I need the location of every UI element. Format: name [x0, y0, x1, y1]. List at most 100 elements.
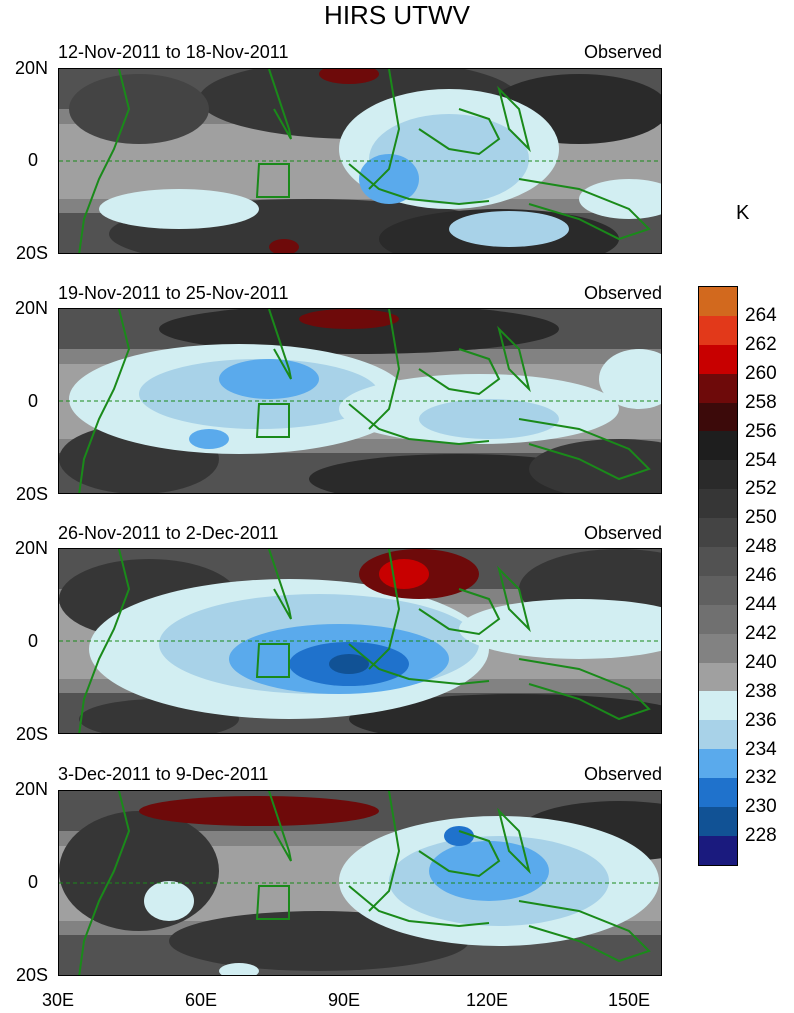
colorbar-swatch — [699, 662, 737, 692]
coastline — [78, 549, 131, 733]
contour-region — [69, 74, 209, 144]
contour-region — [299, 309, 399, 329]
coastline — [518, 658, 651, 721]
coastline — [255, 163, 290, 198]
coastline — [268, 791, 292, 862]
lat-label-20s: 20S — [15, 484, 48, 504]
lat-label-20n: 20N — [14, 298, 48, 318]
panel-3-date: 26-Nov-2011 to 2-Dec-2011 — [58, 523, 279, 543]
colorbar-swatch — [699, 344, 737, 374]
coastline — [368, 549, 401, 670]
colorbar-swatch — [699, 691, 737, 721]
lon-label-60e: 60E — [184, 990, 218, 1010]
coastline — [78, 69, 131, 253]
map-panel-3 — [58, 548, 662, 734]
colorbar-swatch — [699, 373, 737, 403]
coastline — [418, 108, 501, 156]
panel-1-date: 12-Nov-2011 to 18-Nov-2011 — [58, 42, 289, 62]
colorbar-tick-label: 250 — [745, 507, 777, 529]
contour-region — [329, 654, 369, 674]
contour-region — [359, 154, 419, 204]
lat-label-20n: 20N — [14, 58, 48, 78]
colorbar-unit: K — [736, 202, 750, 224]
colorbar-swatch — [699, 547, 737, 576]
panel-1-header: 12-Nov-2011 to 18-Nov-2011 Observed — [58, 42, 662, 64]
coastline — [255, 643, 290, 678]
contour-region — [99, 189, 259, 229]
colorbar-tick-label: 262 — [745, 333, 777, 355]
contour-region — [599, 349, 661, 409]
colorbar-tick-label: 246 — [745, 565, 777, 587]
colorbar-tick-label: 258 — [745, 391, 777, 413]
coastline — [497, 85, 531, 153]
map-field — [59, 309, 661, 493]
panel-4-header: 3-Dec-2011 to 9-Dec-2011 Observed — [58, 764, 662, 786]
lat-label-20n: 20N — [14, 538, 48, 558]
contour-region — [429, 841, 549, 901]
map-panel-1 — [58, 68, 662, 254]
contour-region — [159, 309, 559, 354]
colorbar-swatch — [699, 835, 737, 865]
coastline — [78, 791, 131, 975]
coastline — [368, 69, 401, 190]
panel-1-label: Observed — [583, 42, 662, 62]
colorbar-swatch — [699, 778, 737, 808]
coastline — [255, 885, 290, 920]
coastline — [497, 807, 531, 875]
contour-region — [349, 694, 661, 733]
panel-2-date: 19-Nov-2011 to 25-Nov-2011 — [58, 283, 289, 303]
panel-4-label: Observed — [583, 764, 662, 784]
colorbar-tick-label: 230 — [745, 796, 777, 818]
contour-region — [579, 179, 661, 219]
colorbar-swatch — [699, 489, 737, 519]
contour-region — [269, 239, 299, 253]
lat-label-20s: 20S — [15, 724, 48, 744]
contour-region — [379, 559, 429, 589]
coastline — [418, 830, 501, 878]
coastline — [268, 309, 292, 380]
coastline — [348, 885, 490, 928]
colorbar-tick-label: 264 — [745, 305, 777, 326]
lat-label-eq: 0 — [27, 872, 38, 892]
map-panel-4 — [58, 790, 662, 976]
colorbar-swatch — [699, 287, 737, 316]
colorbar-tick-label: 234 — [745, 738, 777, 760]
colorbar-tick-label: 252 — [745, 478, 777, 500]
contour-region — [444, 826, 474, 846]
colorbar-tick-label: 240 — [745, 651, 777, 673]
contour-region — [449, 211, 569, 247]
lat-label-20n: 20N — [14, 779, 48, 799]
lat-label-20s: 20S — [15, 965, 48, 985]
contour-region — [189, 429, 229, 449]
contour-region — [219, 359, 319, 399]
coastline — [348, 643, 490, 686]
colorbar-swatch — [699, 807, 737, 836]
colorbar-tick-label: 254 — [745, 449, 777, 471]
coastline — [348, 163, 490, 206]
panel-4-date: 3-Dec-2011 to 9-Dec-2011 — [58, 764, 269, 784]
lat-label-eq: 0 — [27, 631, 38, 651]
colorbar-tick-label: 236 — [745, 709, 777, 731]
colorbar-tick-label: 228 — [745, 825, 777, 847]
colorbar-swatch — [699, 604, 737, 634]
coastline — [268, 549, 292, 620]
colorbar-swatch — [699, 518, 737, 548]
panel-2-header: 19-Nov-2011 to 25-Nov-2011 Observed — [58, 283, 662, 305]
coastline — [518, 178, 651, 241]
colorbar-tick-label: 256 — [745, 420, 777, 442]
map-panel-2 — [58, 308, 662, 494]
coastline — [368, 791, 401, 912]
map-field — [59, 69, 661, 253]
colorbar-swatch — [699, 315, 737, 345]
lon-label-120e: 120E — [465, 990, 509, 1010]
coastline — [348, 403, 490, 446]
coastline — [497, 565, 531, 633]
colorbar-tick-label: 238 — [745, 680, 777, 702]
coastline — [497, 325, 531, 393]
colorbar-swatch — [699, 749, 737, 779]
coastline — [368, 309, 401, 430]
lon-label-30e: 30E — [41, 990, 75, 1010]
coastline — [518, 900, 651, 963]
contour-region — [144, 881, 194, 921]
colorbar-swatch — [699, 460, 737, 490]
